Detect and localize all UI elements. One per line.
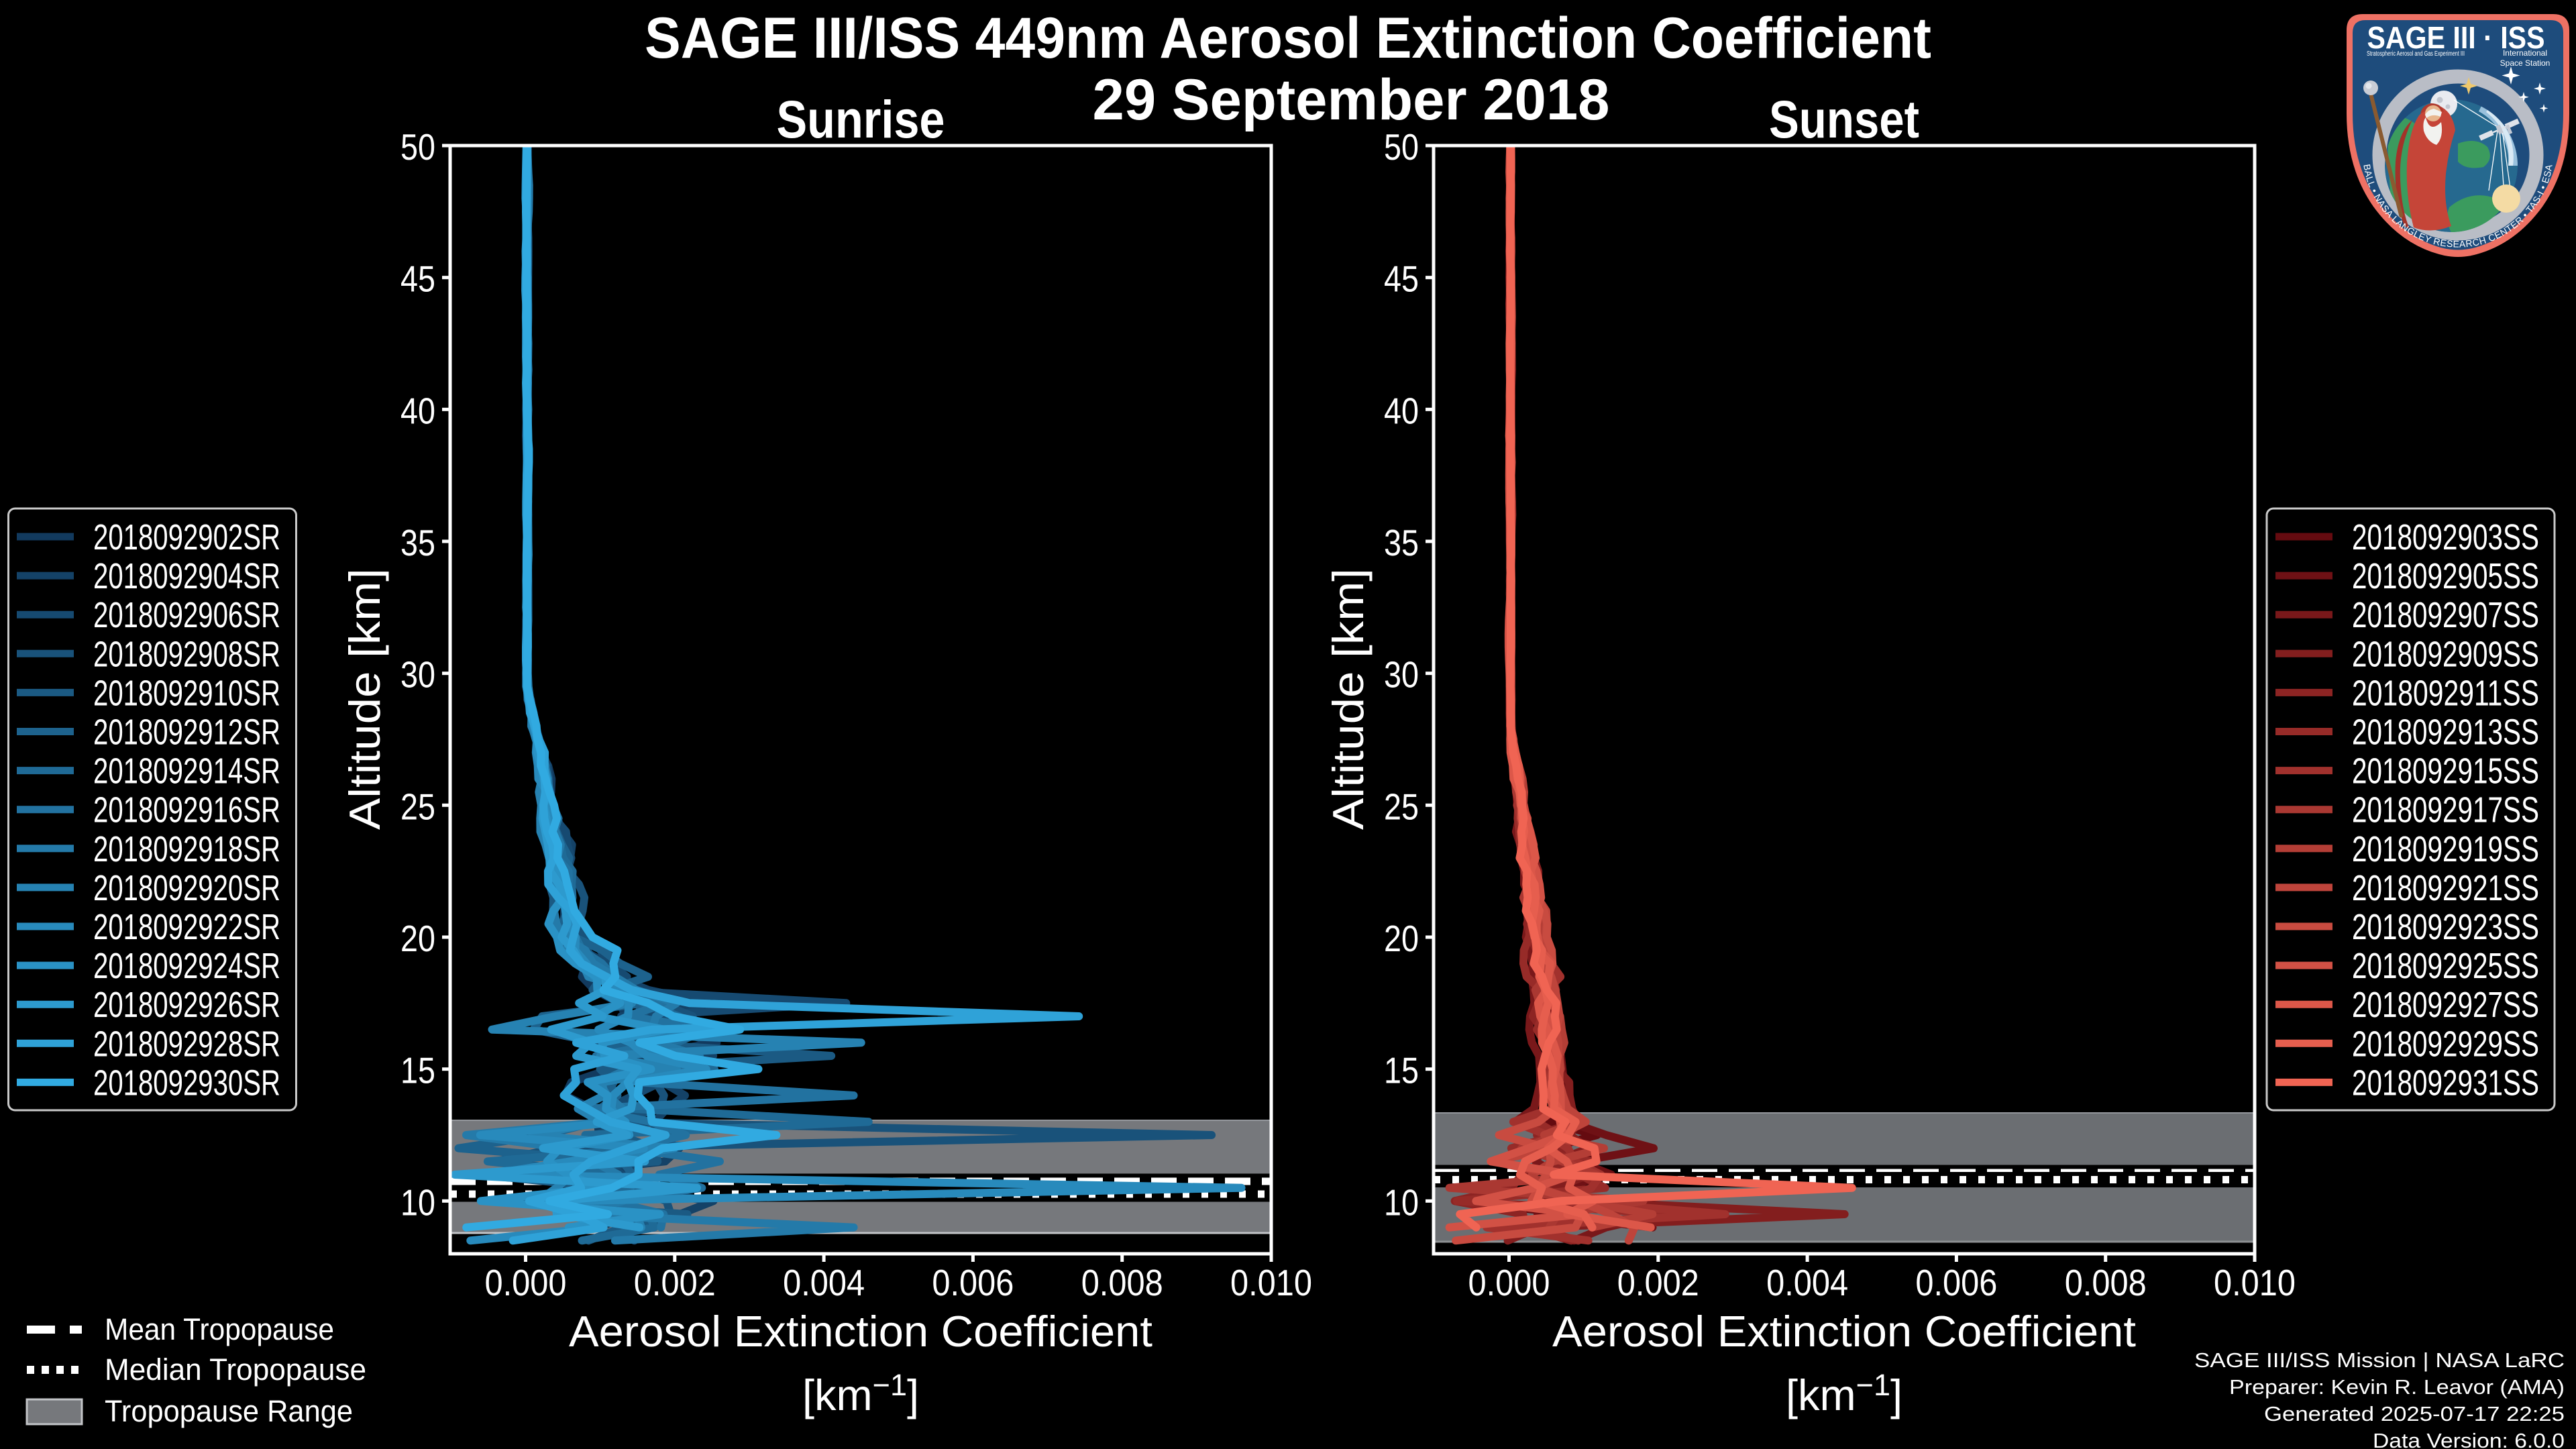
svg-text:2018092921SS: 2018092921SS [2352, 868, 2539, 908]
svg-text:0.004: 0.004 [783, 1262, 865, 1303]
svg-text:45: 45 [400, 258, 435, 300]
svg-text:Median Tropopause: Median Tropopause [105, 1352, 366, 1387]
svg-text:International: International [2503, 48, 2547, 58]
svg-text:2018092914SR: 2018092914SR [93, 751, 280, 792]
svg-text:2018092911SS: 2018092911SS [2352, 673, 2539, 713]
svg-text:2018092907SS: 2018092907SS [2352, 595, 2539, 635]
svg-text:25: 25 [400, 786, 435, 827]
svg-text:10: 10 [1384, 1181, 1419, 1223]
svg-text:SAGE III/ISS 449nm Aerosol Ext: SAGE III/ISS 449nm Aerosol Extinction Co… [645, 6, 1931, 70]
svg-text:0.002: 0.002 [634, 1262, 716, 1303]
svg-text:35: 35 [400, 522, 435, 564]
svg-text:2018092925SS: 2018092925SS [2352, 946, 2539, 986]
svg-text:0.002: 0.002 [1617, 1262, 1699, 1303]
svg-text:SAGE III · ISS: SAGE III · ISS [2367, 20, 2545, 55]
svg-text:0.010: 0.010 [2214, 1262, 2296, 1303]
svg-text:2018092915SS: 2018092915SS [2352, 751, 2539, 792]
svg-text:40: 40 [1384, 390, 1419, 431]
svg-text:Altitude [km]: Altitude [km] [1324, 568, 1373, 830]
svg-text:40: 40 [400, 390, 435, 431]
svg-text:0.010: 0.010 [1230, 1262, 1312, 1303]
svg-text:2018092927SS: 2018092927SS [2352, 985, 2539, 1025]
svg-text:0.004: 0.004 [1766, 1262, 1848, 1303]
svg-text:0.008: 0.008 [1081, 1262, 1163, 1303]
svg-text:20: 20 [1384, 918, 1419, 959]
svg-text:10: 10 [400, 1181, 435, 1223]
svg-text:35: 35 [1384, 522, 1419, 564]
svg-text:2018092902SR: 2018092902SR [93, 517, 280, 557]
svg-text:Aerosol Extinction Coefficient: Aerosol Extinction Coefficient [569, 1307, 1152, 1356]
svg-text:Space Station: Space Station [2500, 58, 2551, 68]
svg-text:2018092910SR: 2018092910SR [93, 673, 280, 713]
svg-text:2018092923SS: 2018092923SS [2352, 907, 2539, 947]
svg-text:2018092905SS: 2018092905SS [2352, 556, 2539, 596]
svg-text:2018092928SR: 2018092928SR [93, 1024, 280, 1064]
svg-text:0.008: 0.008 [2065, 1262, 2147, 1303]
svg-text:50: 50 [1384, 126, 1419, 168]
svg-text:30: 30 [400, 654, 435, 696]
svg-text:2018092918SR: 2018092918SR [93, 829, 280, 869]
svg-text:Aerosol Extinction Coefficient: Aerosol Extinction Coefficient [1552, 1307, 2136, 1356]
svg-text:0.006: 0.006 [932, 1262, 1014, 1303]
svg-text:Preparer: Kevin R. Leavor (AMA: Preparer: Kevin R. Leavor (AMA) [2229, 1375, 2565, 1399]
svg-text:0.006: 0.006 [1915, 1262, 1997, 1303]
svg-text:2018092920SR: 2018092920SR [93, 868, 280, 908]
svg-text:50: 50 [400, 126, 435, 168]
svg-text:2018092913SS: 2018092913SS [2352, 712, 2539, 753]
svg-text:2018092909SS: 2018092909SS [2352, 634, 2539, 674]
svg-text:2018092917SS: 2018092917SS [2352, 790, 2539, 830]
svg-text:0.000: 0.000 [485, 1262, 567, 1303]
svg-text:2018092916SR: 2018092916SR [93, 790, 280, 830]
svg-text:15: 15 [400, 1050, 435, 1091]
svg-text:0.000: 0.000 [1468, 1262, 1550, 1303]
svg-text:2018092926SR: 2018092926SR [93, 985, 280, 1025]
svg-text:SAGE III/ISS Mission | NASA La: SAGE III/ISS Mission | NASA LaRC [2194, 1348, 2565, 1372]
svg-text:Altitude [km]: Altitude [km] [340, 568, 389, 830]
svg-text:25: 25 [1384, 786, 1419, 827]
svg-text:30: 30 [1384, 654, 1419, 696]
svg-text:2018092922SR: 2018092922SR [93, 907, 280, 947]
svg-text:15: 15 [1384, 1050, 1419, 1091]
svg-text:2018092931SS: 2018092931SS [2352, 1063, 2539, 1103]
svg-text:2018092924SR: 2018092924SR [93, 946, 280, 986]
svg-text:2018092912SR: 2018092912SR [93, 712, 280, 753]
svg-text:Mean Tropopause: Mean Tropopause [105, 1312, 334, 1346]
svg-text:29 September 2018: 29 September 2018 [1093, 68, 1610, 132]
svg-text:Generated 2025-07-17 22:25: Generated 2025-07-17 22:25 [2264, 1402, 2565, 1426]
svg-text:2018092930SR: 2018092930SR [93, 1063, 280, 1103]
svg-text:Stratospheric Aerosol and Gas: Stratospheric Aerosol and Gas Experiment… [2367, 50, 2465, 58]
svg-text:Tropopause Range: Tropopause Range [105, 1394, 353, 1428]
svg-text:2018092906SR: 2018092906SR [93, 595, 280, 635]
svg-text:45: 45 [1384, 258, 1419, 300]
svg-text:2018092904SR: 2018092904SR [93, 556, 280, 596]
svg-text:2018092903SS: 2018092903SS [2352, 517, 2539, 557]
svg-text:[km−1]: [km−1] [1786, 1368, 1902, 1419]
svg-text:2018092908SR: 2018092908SR [93, 634, 280, 674]
svg-text:Sunrise: Sunrise [777, 89, 945, 149]
svg-text:Sunset: Sunset [1769, 89, 1919, 149]
svg-text:2018092929SS: 2018092929SS [2352, 1024, 2539, 1064]
svg-text:Data Version: 6.0.0: Data Version: 6.0.0 [2373, 1429, 2565, 1449]
svg-text:20: 20 [400, 918, 435, 959]
svg-text:2018092919SS: 2018092919SS [2352, 829, 2539, 869]
